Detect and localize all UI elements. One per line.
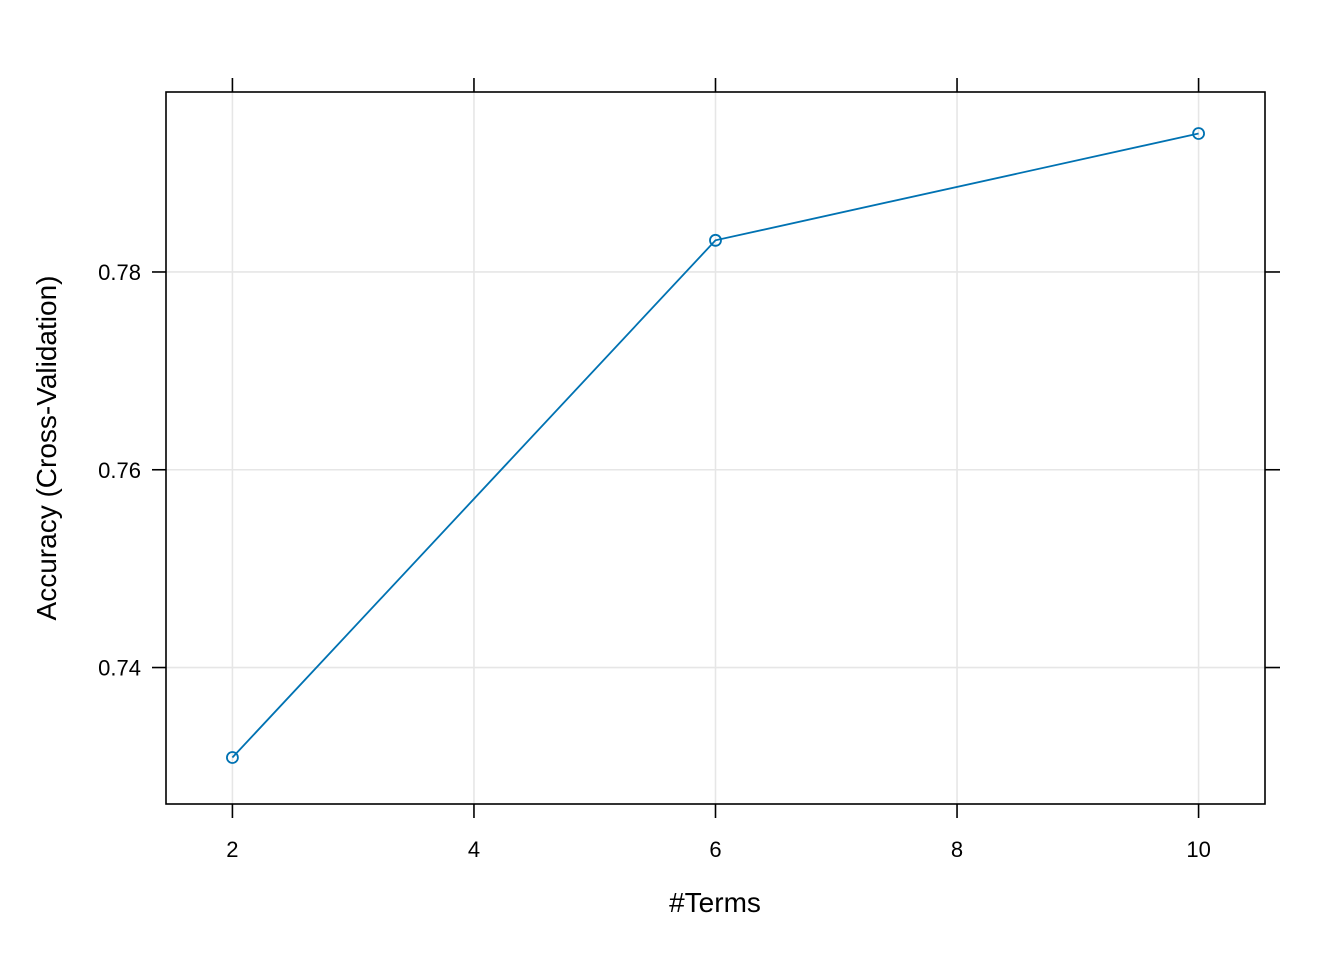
gridlines bbox=[166, 92, 1265, 804]
x-tick-label: 4 bbox=[468, 837, 480, 862]
axis-ticks bbox=[152, 78, 1280, 818]
y-axis-title: Accuracy (Cross-Validation) bbox=[31, 276, 62, 621]
y-tick-label: 0.76 bbox=[98, 458, 141, 483]
data-point bbox=[1192, 127, 1205, 140]
y-tick-labels: 0.74 0.76 0.78 bbox=[98, 260, 141, 681]
x-tick-label: 10 bbox=[1186, 837, 1210, 862]
data-point bbox=[226, 751, 239, 764]
data-point bbox=[709, 233, 722, 247]
x-axis-title: #Terms bbox=[669, 887, 761, 918]
x-tick-labels: 2 4 6 8 10 bbox=[226, 837, 1211, 862]
x-tick-label: 8 bbox=[951, 837, 963, 862]
x-tick-label: 2 bbox=[226, 837, 238, 862]
series-line bbox=[231, 132, 1199, 759]
series-layer bbox=[226, 127, 1205, 764]
y-tick-label: 0.74 bbox=[98, 656, 141, 681]
y-tick-label: 0.78 bbox=[98, 260, 141, 285]
x-tick-label: 6 bbox=[709, 837, 721, 862]
